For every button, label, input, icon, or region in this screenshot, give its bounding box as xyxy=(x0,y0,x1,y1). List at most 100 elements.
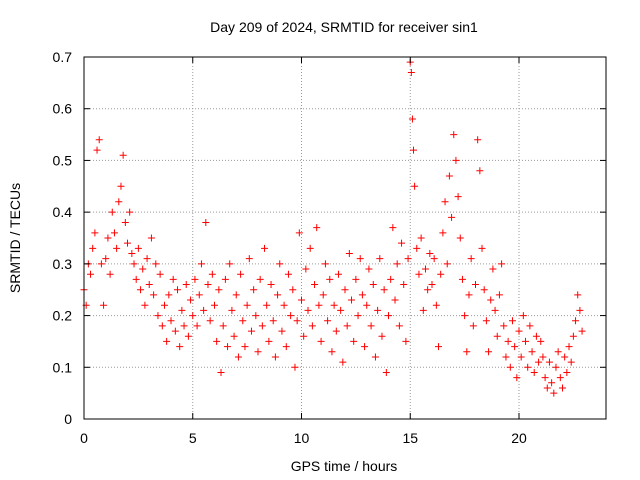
data-point xyxy=(339,358,347,366)
data-point xyxy=(424,286,432,294)
data-point xyxy=(421,265,429,273)
data-point xyxy=(326,275,334,283)
data-point xyxy=(163,337,171,345)
data-point xyxy=(254,348,262,356)
data-point xyxy=(128,250,136,258)
data-point xyxy=(522,337,530,345)
data-point xyxy=(402,337,410,345)
data-point xyxy=(495,291,503,299)
data-point xyxy=(356,255,364,263)
data-point xyxy=(221,275,229,283)
data-point xyxy=(480,286,488,294)
data-point xyxy=(348,296,356,304)
data-point xyxy=(171,327,179,335)
data-point xyxy=(263,301,271,309)
data-point xyxy=(204,281,212,289)
data-point xyxy=(391,296,399,304)
data-point xyxy=(345,250,353,258)
data-point xyxy=(461,312,469,320)
data-point xyxy=(469,322,477,330)
data-point xyxy=(232,291,240,299)
data-point xyxy=(404,255,412,263)
data-point xyxy=(87,270,95,278)
data-point xyxy=(230,332,238,340)
data-point xyxy=(178,306,186,314)
data-point xyxy=(385,312,392,320)
data-point xyxy=(435,343,443,351)
data-point xyxy=(276,260,284,268)
data-point xyxy=(226,260,234,268)
data-point xyxy=(134,244,142,252)
data-point xyxy=(467,255,475,263)
data-point xyxy=(113,244,121,252)
data-point xyxy=(419,306,427,314)
data-point xyxy=(169,275,177,283)
data-point xyxy=(576,306,584,314)
data-point xyxy=(126,208,134,216)
data-point xyxy=(145,281,153,289)
axis-ticks: 0 0.1 0.2 0.3 0.4 0.5 0.6 0.7 0 5 10 15 20 xyxy=(53,49,606,446)
data-point xyxy=(502,353,510,361)
data-point xyxy=(208,270,216,278)
data-point xyxy=(472,281,479,289)
y-tick-label: 0.3 xyxy=(53,256,73,272)
data-point xyxy=(498,260,506,268)
data-point xyxy=(119,151,127,159)
data-point xyxy=(143,255,151,263)
data-point xyxy=(287,312,295,320)
data-point xyxy=(298,296,305,304)
data-point xyxy=(445,172,453,180)
data-point xyxy=(552,363,560,371)
data-point xyxy=(328,348,336,356)
data-point xyxy=(130,260,138,268)
data-point xyxy=(252,312,260,320)
data-point xyxy=(217,368,225,376)
data-point xyxy=(458,275,466,283)
data-point xyxy=(513,374,521,382)
data-point xyxy=(108,208,116,216)
data-point xyxy=(239,317,247,325)
data-point xyxy=(569,332,577,340)
data-point xyxy=(476,167,484,175)
data-point xyxy=(241,343,249,351)
data-point xyxy=(493,332,501,340)
data-point xyxy=(89,244,97,252)
data-point xyxy=(556,374,564,382)
y-axis-label: SRMTID / TECUs xyxy=(7,183,23,293)
data-point xyxy=(137,286,145,294)
data-point xyxy=(330,301,338,309)
data-point xyxy=(176,343,184,351)
data-point xyxy=(482,317,490,325)
data-point xyxy=(160,301,168,309)
data-point xyxy=(485,348,493,356)
data-point xyxy=(308,322,316,330)
data-point xyxy=(265,337,273,345)
data-point xyxy=(97,260,105,268)
data-point xyxy=(452,156,460,164)
data-point xyxy=(224,343,232,351)
data-point xyxy=(267,281,275,289)
data-point xyxy=(448,213,456,221)
data-point xyxy=(315,301,323,309)
data-point xyxy=(317,337,325,345)
data-point xyxy=(152,260,160,268)
data-point xyxy=(408,115,416,123)
data-point xyxy=(441,198,449,206)
y-tick-label: 0 xyxy=(64,411,72,427)
data-point xyxy=(417,234,425,242)
data-points xyxy=(80,58,586,397)
data-point xyxy=(158,322,166,330)
data-point xyxy=(371,353,379,361)
data-point xyxy=(193,322,201,330)
data-point xyxy=(306,244,314,252)
data-point xyxy=(487,296,495,304)
data-point xyxy=(219,322,227,330)
data-point xyxy=(311,281,319,289)
data-point xyxy=(106,270,114,278)
data-point xyxy=(365,265,373,273)
data-point xyxy=(545,358,553,366)
data-point xyxy=(511,343,519,351)
data-point xyxy=(407,69,415,77)
data-point xyxy=(395,322,403,330)
data-point xyxy=(565,343,573,351)
